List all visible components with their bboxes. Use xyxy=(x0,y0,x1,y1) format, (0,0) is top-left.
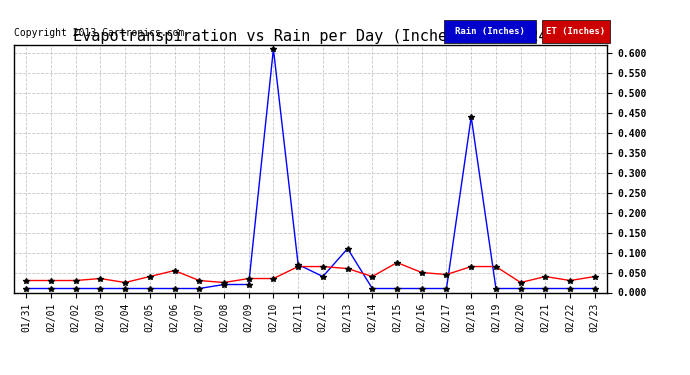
Text: Copyright 2013 Cartronics.com: Copyright 2013 Cartronics.com xyxy=(14,28,184,38)
Title: Evapotranspiration vs Rain per Day (Inches) 20130224: Evapotranspiration vs Rain per Day (Inch… xyxy=(73,29,548,44)
FancyBboxPatch shape xyxy=(542,20,610,42)
Text: Rain (Inches): Rain (Inches) xyxy=(455,27,525,36)
Text: ET (Inches): ET (Inches) xyxy=(546,27,606,36)
FancyBboxPatch shape xyxy=(444,20,536,42)
